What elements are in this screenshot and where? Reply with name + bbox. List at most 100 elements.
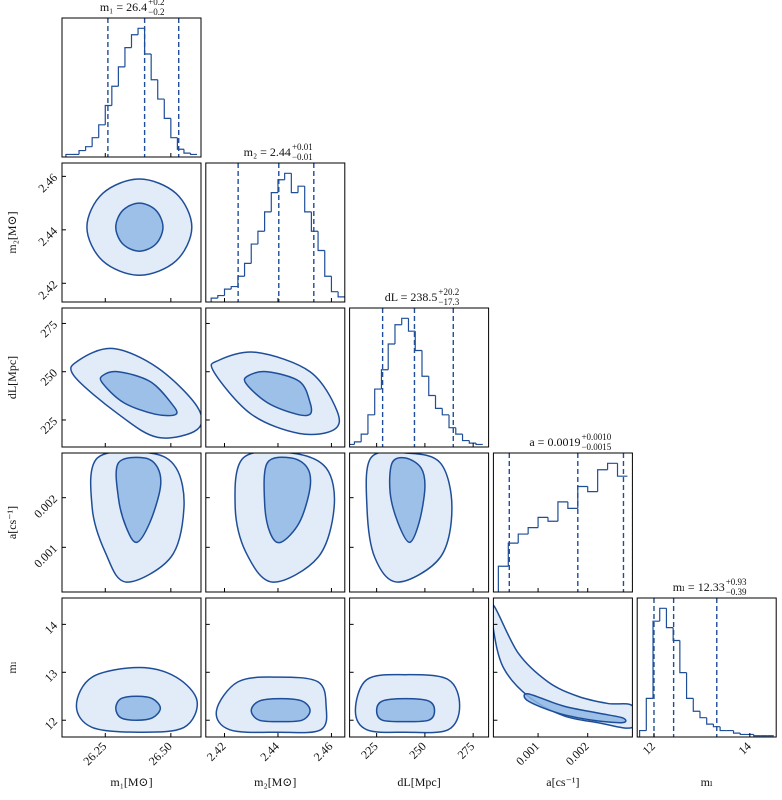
panel (70, 347, 201, 439)
histogram-bin (277, 179, 285, 193)
y-tick-label: 2.42 (35, 277, 60, 302)
histogram-bin (537, 516, 549, 528)
histogram-bin (441, 408, 450, 416)
panel (638, 598, 774, 737)
x-tick-label: 26.50 (146, 739, 175, 768)
histogram-bin (297, 185, 305, 193)
histogram-bin (577, 485, 588, 509)
panel-title: mₗ = 12.33 (673, 580, 725, 594)
contour-inner (263, 456, 312, 544)
title-lower: −0.39 (726, 587, 747, 597)
panel-frame (349, 307, 490, 448)
contour-inner (250, 697, 311, 723)
histogram-bin (719, 726, 727, 732)
x-axis-label: dL[Mpc] (397, 775, 440, 789)
y-tick-label: 275 (37, 318, 60, 341)
x-tick-label: 0.001 (513, 739, 542, 768)
x-axis-label: a[cs⁻¹] (546, 775, 579, 789)
histogram-bin (65, 153, 73, 157)
title-upper: +0.93 (726, 577, 747, 587)
panel-frame (205, 162, 346, 303)
histogram-bin (290, 173, 299, 194)
x-tick-label: 2.46 (311, 739, 336, 764)
y-axis-label: mₗ (5, 661, 19, 673)
panel (210, 163, 345, 302)
histogram-bin (243, 262, 252, 277)
histogram-bin (527, 527, 539, 535)
y-tick-label: 0.001 (31, 541, 60, 570)
histogram-bin (304, 186, 312, 213)
histogram-bin (638, 729, 647, 737)
histogram-bin (645, 697, 654, 731)
histogram-bin (414, 331, 422, 352)
panel (215, 676, 328, 734)
histogram-bin (217, 294, 225, 299)
histogram-bin (685, 672, 694, 699)
title-lower: −17.3 (438, 297, 459, 307)
histogram-bin (264, 211, 272, 232)
histogram-bin (679, 640, 687, 674)
x-tick-label: 12 (640, 739, 658, 757)
histogram-bin (317, 231, 325, 252)
x-tick-label: 225 (358, 739, 381, 762)
histogram-bin (78, 149, 86, 155)
x-tick-label: 2.42 (204, 739, 229, 764)
histogram-bin (170, 118, 178, 139)
histogram-bin (117, 66, 125, 87)
histogram-bin (176, 137, 184, 150)
histogram-bin (606, 462, 618, 470)
panel-frame (61, 17, 202, 158)
contour-inner (388, 456, 426, 544)
histogram-bin (557, 501, 568, 522)
histogram-bin (360, 433, 368, 442)
histogram-bin (223, 288, 232, 296)
panel (75, 666, 199, 733)
y-tick-label: 2.44 (35, 224, 60, 249)
histogram-bin (91, 137, 99, 147)
histogram-bin (237, 275, 245, 287)
histogram-bin (98, 124, 106, 138)
histogram-bin (230, 285, 238, 290)
panel-frame (636, 597, 777, 738)
panel (354, 673, 461, 734)
histogram-bin (455, 427, 463, 435)
histogram-bin (732, 730, 741, 734)
histogram-bin (163, 99, 171, 119)
x-tick-label: 250 (406, 739, 429, 762)
panel-frame (492, 452, 633, 593)
y-tick-label: 13 (42, 666, 60, 684)
panel-title: m₂ = 2.44 (244, 145, 291, 159)
histogram-bin (407, 318, 416, 332)
y-tick-label: 225 (37, 414, 60, 437)
title-upper: +0.0010 (581, 432, 611, 442)
x-axis-label: m₁[M⊙] (110, 775, 152, 789)
y-axis-label: a[cs⁻¹] (5, 506, 19, 539)
histogram-bin (434, 395, 443, 409)
title-lower: −0.0015 (581, 442, 611, 452)
histogram-bin (567, 501, 578, 509)
title-upper: +20.2 (438, 287, 459, 297)
title-lower: −0.01 (292, 152, 313, 162)
histogram-bin (497, 565, 509, 592)
histogram-bin (699, 711, 707, 719)
contour-inner (115, 202, 164, 252)
x-tick-label: 275 (455, 739, 478, 762)
panel-title: a = 0.0019 (529, 435, 580, 449)
histogram-bin (461, 434, 470, 442)
histogram-bin (157, 79, 165, 100)
histogram-bin (380, 369, 389, 390)
panel (349, 308, 483, 447)
histogram-bin (111, 85, 119, 106)
panel (493, 604, 633, 729)
histogram-bin (739, 733, 747, 736)
histogram-bin (130, 34, 139, 48)
histogram-bin (712, 724, 721, 728)
histogram-bin (250, 243, 258, 264)
histogram-bin (468, 440, 477, 444)
histogram-bin (183, 149, 191, 154)
panel-frame (205, 307, 346, 448)
x-axis-label: mₗ (701, 775, 713, 789)
contour-inner (115, 695, 162, 721)
histogram-bin (337, 291, 345, 298)
